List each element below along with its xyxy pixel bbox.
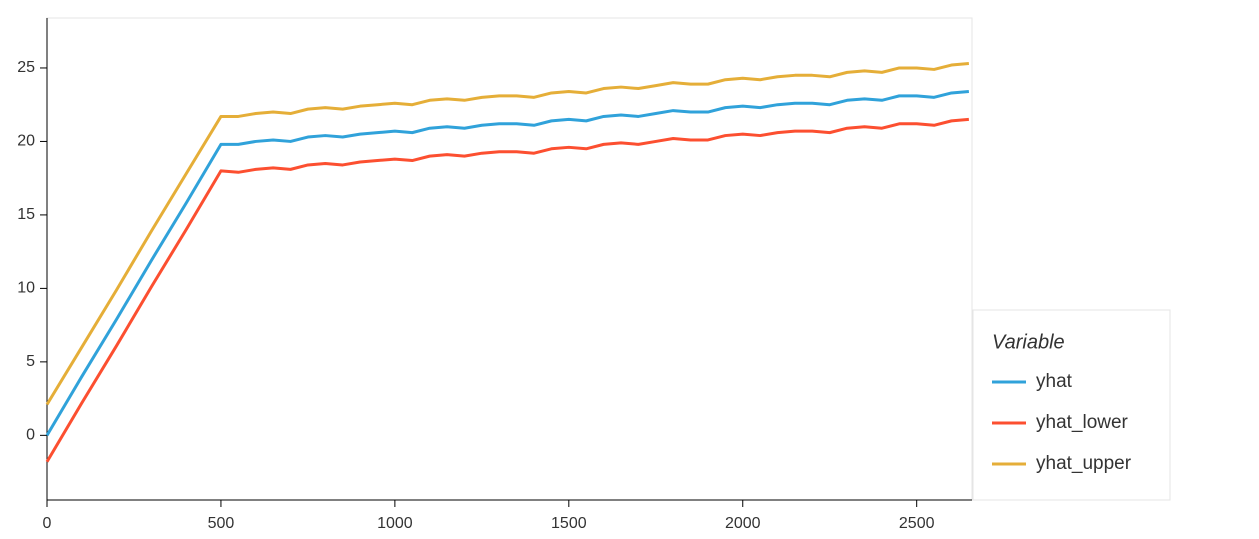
y-tick-label: 0 [26, 427, 35, 444]
legend-title: Variable [992, 331, 1065, 353]
series-line [45, 117, 969, 463]
x-tick-label: 0 [43, 515, 52, 532]
x-tick-label: 2000 [725, 515, 761, 532]
y-tick-label: 10 [17, 280, 35, 297]
x-tick-label: 2500 [899, 515, 935, 532]
x-tick-label: 500 [208, 515, 235, 532]
y-tick-label: 25 [17, 59, 35, 76]
series-line [45, 62, 969, 406]
x-tick-label: 1500 [551, 515, 587, 532]
legend-box [972, 309, 1171, 501]
y-tick-label: 20 [17, 133, 35, 150]
plot-frame [46, 17, 973, 501]
y-tick-label: 5 [26, 353, 35, 370]
y-tick-label: 15 [17, 206, 35, 223]
legend-label: yhat [1036, 371, 1073, 392]
legend-label: yhat_lower [1036, 412, 1129, 433]
series-line [45, 89, 969, 437]
x-tick-label: 1000 [377, 515, 413, 532]
legend-label: yhat_upper [1036, 453, 1132, 474]
